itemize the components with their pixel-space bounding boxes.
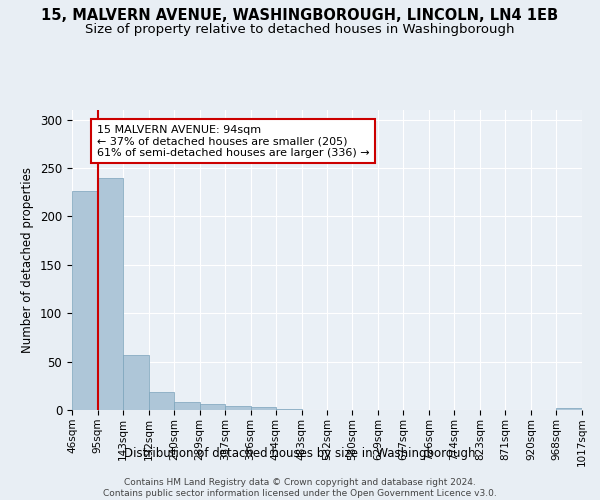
Text: Size of property relative to detached houses in Washingborough: Size of property relative to detached ho…	[85, 22, 515, 36]
Bar	[123, 355, 149, 410]
Bar	[149, 392, 174, 410]
Bar	[556, 408, 582, 410]
Y-axis label: Number of detached properties: Number of detached properties	[22, 167, 34, 353]
Bar	[174, 402, 200, 410]
Bar	[251, 407, 276, 410]
Bar	[200, 404, 225, 410]
Text: 15 MALVERN AVENUE: 94sqm
← 37% of detached houses are smaller (205)
61% of semi-: 15 MALVERN AVENUE: 94sqm ← 37% of detach…	[97, 124, 370, 158]
Text: Contains HM Land Registry data © Crown copyright and database right 2024.
Contai: Contains HM Land Registry data © Crown c…	[103, 478, 497, 498]
Bar	[276, 409, 302, 410]
Bar	[225, 406, 251, 410]
Bar	[98, 178, 123, 410]
Text: 15, MALVERN AVENUE, WASHINGBOROUGH, LINCOLN, LN4 1EB: 15, MALVERN AVENUE, WASHINGBOROUGH, LINC…	[41, 8, 559, 22]
Bar	[72, 192, 98, 410]
Text: Distribution of detached houses by size in Washingborough: Distribution of detached houses by size …	[124, 448, 476, 460]
